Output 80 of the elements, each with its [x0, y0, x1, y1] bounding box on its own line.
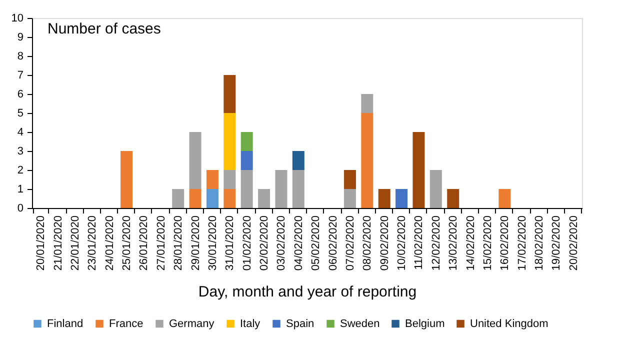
bar [189, 189, 202, 208]
y-tick-label: 0 [17, 202, 24, 214]
y-tick-label: 10 [11, 12, 24, 24]
x-tick-label: 09/02/2020 [378, 216, 391, 271]
legend-label: Germany [169, 318, 215, 330]
bar [224, 113, 236, 170]
x-tick-label: 30/01/2020 [206, 216, 219, 271]
bar [361, 113, 374, 208]
y-tick-label: 5 [17, 108, 24, 120]
bar [240, 151, 253, 170]
x-tick-label: 25/01/2020 [121, 216, 134, 271]
bar [378, 189, 390, 208]
bar [224, 189, 236, 208]
bar [206, 170, 218, 189]
bar [430, 170, 442, 208]
bar [189, 132, 202, 189]
x-tick-label: 05/02/2020 [310, 216, 322, 271]
bar [344, 170, 356, 189]
x-tick-label: 18/02/2020 [534, 216, 546, 271]
bar [224, 170, 236, 189]
legend-label: Belgium [405, 318, 445, 330]
y-tick-label: 6 [17, 88, 24, 100]
x-tick-label: 19/02/2020 [550, 216, 563, 271]
x-tick-label: 15/02/2020 [482, 216, 494, 271]
bar [258, 189, 270, 208]
x-tick-label: 31/01/2020 [224, 216, 236, 271]
bar [412, 132, 425, 208]
x-tick-label: 21/01/2020 [52, 216, 64, 271]
bar [172, 189, 184, 208]
x-tick-label: 24/01/2020 [104, 216, 116, 271]
x-tick-label: 04/02/2020 [292, 216, 305, 271]
bar [396, 189, 408, 208]
bar [120, 151, 133, 208]
x-axis-title: Day, month and year of reporting [198, 284, 417, 301]
x-tick-label: 20/02/2020 [568, 216, 580, 271]
legend-label: Italy [240, 318, 261, 330]
x-tick-label: 08/02/2020 [362, 216, 374, 271]
bar [224, 75, 236, 113]
x-tick-label: 02/02/2020 [258, 216, 271, 271]
x-tick-label: 29/01/2020 [190, 216, 202, 271]
x-tick-label: 16/02/2020 [499, 216, 512, 271]
bar [240, 132, 253, 151]
bar [447, 189, 460, 208]
x-tick-label: 23/01/2020 [86, 216, 99, 271]
y-axis-title: Number of cases [48, 20, 161, 38]
legend-label: Sweden [340, 318, 380, 330]
y-tick-label: 1 [17, 184, 24, 196]
y-tick-label: 8 [17, 50, 24, 62]
x-tick-label: 22/01/2020 [69, 216, 82, 271]
x-tick-label: 28/01/2020 [172, 216, 185, 271]
bar [344, 189, 356, 208]
legend-label: Finland [47, 318, 84, 330]
x-tick-label: 01/02/2020 [241, 216, 254, 271]
legend-label: United Kingdom [470, 318, 548, 330]
legend-label: France [109, 318, 144, 330]
bar [498, 189, 511, 208]
x-tick-label: 20/01/2020 [35, 216, 48, 271]
y-tick-label: 9 [17, 32, 24, 44]
bar [292, 170, 304, 208]
bar [361, 94, 374, 113]
x-tick-label: 11/02/2020 [413, 216, 426, 270]
x-tick-label: 26/01/2020 [138, 216, 150, 271]
legend-label: Spain [286, 318, 314, 330]
bar [275, 170, 288, 208]
bar [240, 170, 253, 208]
x-tick-label: 07/02/2020 [344, 216, 356, 271]
bar [292, 151, 304, 170]
x-tick-label: 17/02/2020 [516, 216, 528, 271]
x-tick-label: 10/02/2020 [396, 216, 408, 271]
y-tick-label: 3 [17, 146, 24, 158]
bar [206, 189, 218, 208]
x-tick-label: 27/01/2020 [155, 216, 168, 271]
x-tick-label: 06/02/2020 [327, 216, 340, 271]
y-tick-label: 7 [17, 70, 24, 82]
x-tick-label: 14/02/2020 [464, 216, 477, 271]
y-tick-label: 2 [17, 164, 24, 176]
x-tick-label: 03/02/2020 [276, 216, 288, 271]
x-tick-label: 12/02/2020 [430, 216, 442, 271]
x-tick-label: 13/02/2020 [448, 216, 460, 271]
y-tick-label: 4 [17, 126, 24, 138]
